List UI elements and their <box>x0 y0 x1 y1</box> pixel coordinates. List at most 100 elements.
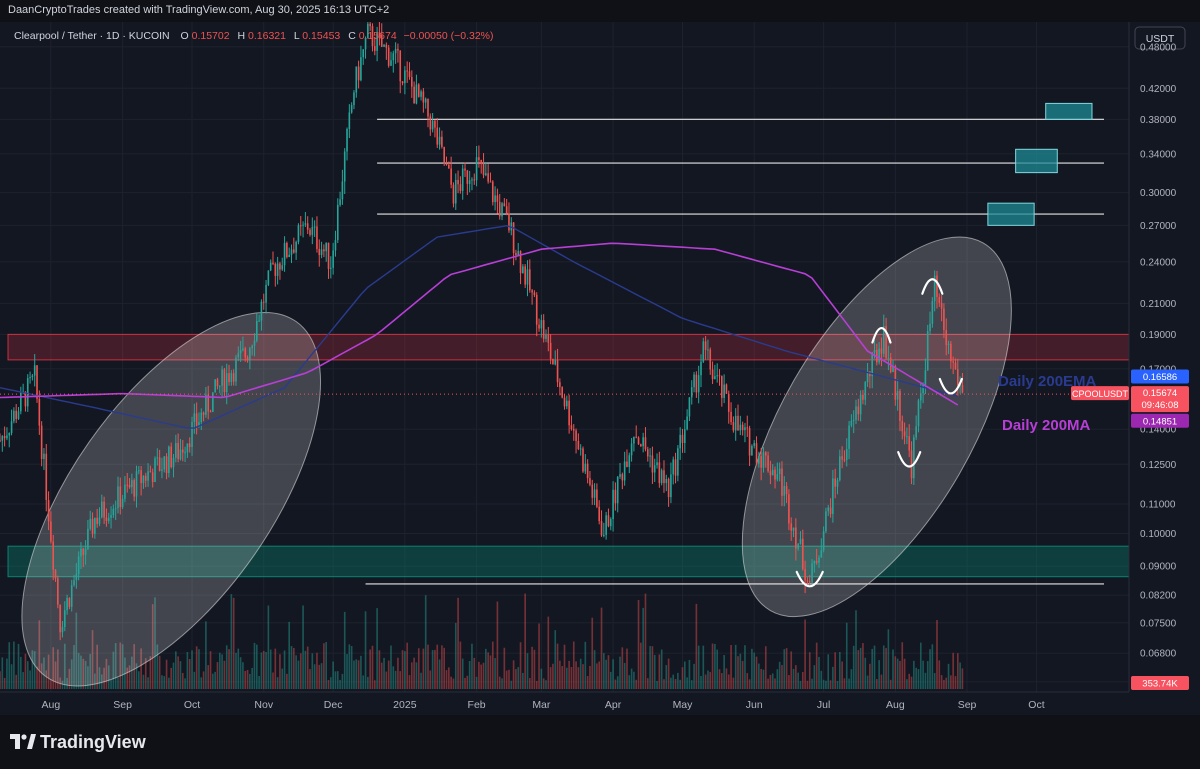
volume-bar <box>616 676 619 689</box>
volume-bar <box>427 644 429 689</box>
volume-bar <box>718 669 721 689</box>
volume-bar <box>195 646 198 689</box>
volume-bar <box>792 668 795 689</box>
candle-body <box>924 370 927 385</box>
volume-bar <box>838 651 841 689</box>
candle-body <box>836 480 839 487</box>
time-tick-labels: Aug Sep Oct Nov Dec 2025 Feb Mar Apr May Jun Jul Aug… <box>42 699 1045 711</box>
candle-body <box>755 443 758 464</box>
candle-body <box>448 164 450 169</box>
candle-body <box>255 321 258 341</box>
volume-bar <box>355 659 358 689</box>
candle-body <box>838 456 841 481</box>
candle-body <box>866 371 869 383</box>
time-axis[interactable]: Aug Sep Oct Nov Dec 2025 Feb Mar Apr May Jun Jul Aug… <box>0 691 1129 711</box>
footer-bar: TradingView <box>0 715 1200 769</box>
volume-bar <box>785 648 788 689</box>
candle-body <box>952 361 954 363</box>
candle-body <box>496 195 499 202</box>
candle-body <box>697 375 700 393</box>
candle-body <box>149 471 152 473</box>
candle-body <box>919 393 922 401</box>
ma-annotation: Daily 200MA <box>1002 417 1091 434</box>
volume-bar <box>228 649 230 689</box>
volume-bar <box>128 665 131 689</box>
candle-body <box>855 406 857 420</box>
volume-bar <box>40 663 43 689</box>
volume-bar <box>163 676 166 689</box>
high-arc-1 <box>871 326 892 344</box>
candle-body <box>304 223 307 225</box>
volume-bar <box>922 660 924 689</box>
candle-body <box>714 376 716 380</box>
volume-bar <box>848 678 850 689</box>
volume-bar <box>272 672 274 689</box>
volume-bar <box>538 623 540 689</box>
price-axis[interactable]: USDT 0.48000 0.42000 0.38000 0.34000 0.30000… <box>1071 22 1189 692</box>
candle-body <box>380 35 383 47</box>
volume-bar <box>841 661 843 689</box>
candle-body <box>901 420 904 432</box>
legend-low-label: L <box>294 30 300 42</box>
candle-body <box>91 518 94 534</box>
volume-bar <box>350 646 353 689</box>
candle-body <box>764 452 767 456</box>
candle-body <box>8 432 11 436</box>
volume-bar <box>367 676 369 689</box>
volume-bar <box>131 656 133 689</box>
volume-bar <box>674 678 677 689</box>
candle-body <box>725 384 728 394</box>
volume-bar <box>535 680 538 689</box>
price-tick: 0.07500 <box>1140 618 1177 629</box>
tradingview-logo[interactable]: TradingView <box>10 732 146 755</box>
candle-body <box>575 430 577 441</box>
volume-bar <box>561 666 563 689</box>
candle-body <box>600 521 603 536</box>
resistance-zone <box>7 333 1130 361</box>
candle-body <box>808 580 811 583</box>
price-tick: 0.24000 <box>1140 257 1177 268</box>
volume-bar <box>658 654 661 689</box>
candle-body <box>355 66 358 93</box>
volume-bar <box>295 655 297 689</box>
candle-body <box>579 448 582 450</box>
candle-body <box>154 458 156 483</box>
volume-bar <box>260 652 263 689</box>
volume-bar <box>727 674 730 689</box>
volume-bar <box>755 656 758 689</box>
volume-bar <box>547 616 550 689</box>
volume-bar <box>420 672 422 689</box>
price-chart[interactable]: Daily 200EMA Daily 200MA Clearpool / Tet… <box>0 22 1200 715</box>
candle-body <box>633 436 635 444</box>
volume-bar <box>781 665 783 689</box>
candle-body <box>156 457 159 459</box>
volume-bar <box>316 652 318 689</box>
volume-bar <box>864 657 867 689</box>
candle-body <box>559 382 561 388</box>
volume-bar <box>454 622 457 689</box>
volume-bar <box>586 676 589 689</box>
candle-body <box>258 320 260 322</box>
volume-bar <box>855 610 857 689</box>
volume-bar <box>568 660 570 689</box>
candle-body <box>413 86 415 104</box>
candle-body <box>191 422 193 448</box>
candle-body <box>672 459 675 475</box>
volume-bar <box>730 645 732 689</box>
candle-body <box>586 463 589 479</box>
candle-body <box>552 358 554 365</box>
currency-button[interactable] <box>1134 26 1186 50</box>
volume-bar <box>940 675 943 689</box>
volume-bar <box>945 677 948 689</box>
candle-body <box>343 151 346 182</box>
candle-body <box>695 374 698 393</box>
volume-bar <box>480 664 483 689</box>
volume-bar <box>663 679 665 689</box>
volume-bar <box>200 677 203 689</box>
candle-body <box>700 361 702 376</box>
volume-bar <box>404 651 406 689</box>
candle-body <box>26 378 29 407</box>
volume-bar <box>556 643 559 689</box>
volume-bar <box>410 662 413 689</box>
